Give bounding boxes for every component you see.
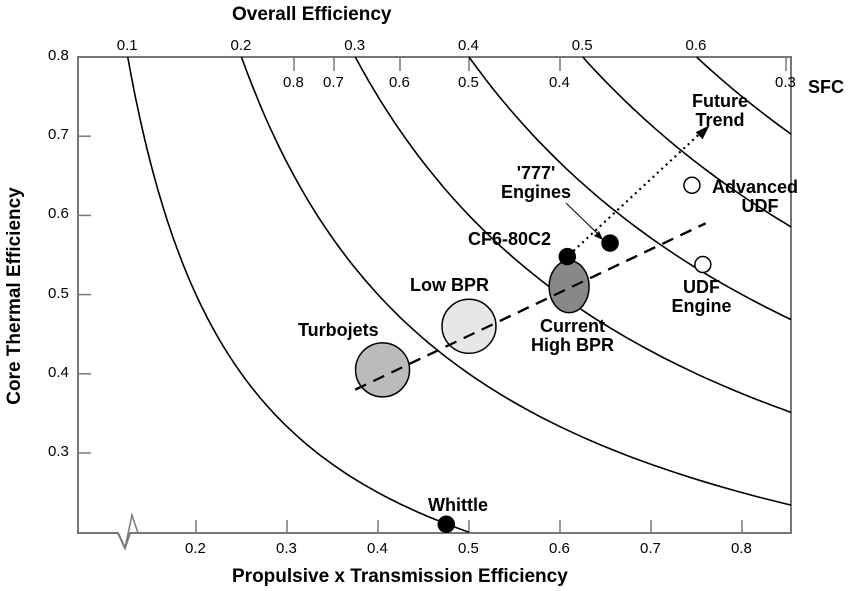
overall-efficiency-tick-label: 0.1 [116,37,138,54]
dashed-trend-line [354,222,707,391]
sfc-tick-label: 0.6 [389,74,410,91]
arrow-head-icon [695,125,710,140]
future-trend-line [568,127,707,256]
y-axis-title: Core Thermal Efficiency [4,187,25,405]
plot-border [77,56,792,551]
iso-curve-0.3 [354,56,792,414]
plot-frame [77,56,792,551]
y-tick-label: 0.7 [48,126,69,144]
x-tick-label: 0.5 [458,540,479,557]
iso-curve-0.1 [126,56,470,533]
data-markers [354,176,712,534]
y-tick-label: 0.5 [48,284,69,302]
turbojets-marker [354,342,411,398]
whittle-label: Whittle [428,495,488,515]
overall-efficiency-tick-label: 0.2 [230,37,252,54]
axis-break-icon [117,512,139,551]
future-trend-label: Future Trend [692,91,748,130]
sfc-tick-label: 0.7 [323,74,344,91]
low-bpr-marker [441,298,497,355]
udf-engine-marker [694,255,712,274]
x-axis-title: Propulsive x Transmission Efficiency [232,566,568,587]
iso-curve-0.5 [582,56,792,228]
iso-curve-0.4 [468,56,792,321]
y-tick-label: 0.6 [48,205,69,223]
current-high-bpr-label: Current High BPR [531,316,614,355]
whittle-marker [437,515,455,534]
current-high-bpr-marker [548,259,590,314]
overall-efficiency-tick-label: 0.4 [458,37,479,54]
overall-efficiency-tick-label: 0.5 [571,37,593,54]
777-engines-marker [601,234,619,252]
engines-777-label: '777' Engines [500,163,571,202]
advanced-udf-marker [683,176,701,195]
x-tick-label: 0.6 [549,540,570,557]
sfc-tick-label: 0.4 [549,74,570,91]
pointer-line [565,202,601,237]
udf-engine-label: UDF Engine [671,277,732,316]
x-tick-label: 0.4 [367,540,388,557]
pointer-arrow-icon [594,231,603,240]
y-tick-label: 0.8 [48,47,69,64]
iso-curve-0.2 [240,56,792,506]
cf6-label: CF6-80C2 [468,229,552,249]
cf6-80c2-marker [558,247,577,266]
x-tick-label: 0.7 [640,540,661,557]
overall-efficiency-tick-label: 0.3 [344,37,366,54]
overall-efficiency-tick-label: 0.6 [685,37,707,54]
turbojets-label: Turbojets [298,320,379,340]
advanced-udf-label: Advanced UDF [711,177,799,216]
chart-title: Overall Efficiency [232,4,392,25]
sfc-tick-label: 0.8 [283,74,304,91]
x-tick-label: 0.8 [731,540,752,557]
iso-curve-0.6 [695,56,792,135]
x-tick-label: 0.2 [185,540,206,557]
x-tick-label: 0.3 [276,540,297,557]
sfc-tick-label: 0.5 [458,74,479,91]
y-tick-label: 0.4 [48,363,69,381]
low-bpr-label: Low BPR [410,275,489,295]
sfc-tick-label: 0.3 [775,74,796,91]
sfc-label: SFC [808,77,844,97]
y-tick-label: 0.3 [48,443,69,460]
